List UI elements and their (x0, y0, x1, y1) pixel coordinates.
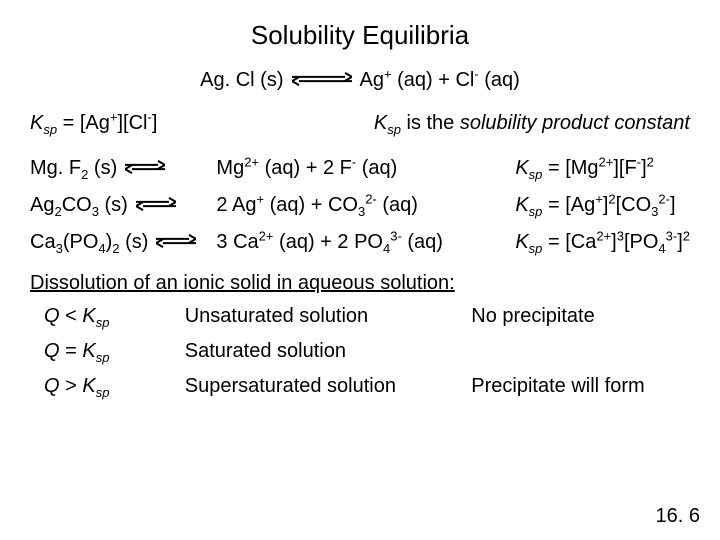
equation-left: Ca3(PO4)2 (s) (30, 231, 204, 254)
equation-ksp: Ksp = [Mg2+][F-]2 (515, 157, 690, 180)
page-number: 16. 6 (656, 505, 700, 528)
equation-list: Mg. F2 (s) Mg2+ (aq) + 2 F- (aq) Ksp = [M… (30, 157, 690, 254)
ksp-description: Ksp is the solubility product constant (374, 112, 690, 135)
q-state: Saturated solution (185, 340, 442, 363)
q-condition: Q > Ksp (44, 375, 155, 398)
q-result: No precipitate (471, 305, 690, 328)
ksp-expression: Ksp = [Ag+][Cl-] (30, 112, 157, 135)
q-result: Precipitate will form (471, 375, 690, 398)
q-state: Unsaturated solution (185, 305, 442, 328)
dissolution-heading: Dissolution of an ionic solid in aqueous… (30, 272, 690, 295)
equation-products: Mg2+ (aq) + 2 F- (aq) (216, 157, 503, 180)
equation-ksp: Ksp = [Ca2+]3[PO43-]2 (515, 231, 690, 254)
q-condition: Q = Ksp (44, 340, 155, 363)
equilibrium-arrow-icon (136, 194, 176, 217)
main-equation: Ag. Cl (s) Ag+ (aq) + Cl- (aq) (30, 69, 690, 92)
main-eq-left: Ag. Cl (s) (200, 69, 283, 92)
ksp-definition-row: Ksp = [Ag+][Cl-] Ksp is the solubility p… (30, 112, 690, 135)
equation-ksp: Ksp = [Ag+]2[CO32-] (515, 194, 690, 217)
q-state: Supersaturated solution (185, 375, 442, 398)
q-condition: Q < Ksp (44, 305, 155, 328)
equilibrium-arrow-icon (156, 231, 196, 254)
equation-products: 3 Ca2+ (aq) + 2 PO43- (aq) (216, 231, 503, 254)
equation-left: Mg. F2 (s) (30, 157, 204, 180)
page-title: Solubility Equilibria (30, 20, 690, 51)
saturation-table: Q < Ksp Unsaturated solution No precipitat… (44, 305, 690, 398)
equation-left: Ag2CO3 (s) (30, 194, 204, 217)
equilibrium-arrow-icon (125, 157, 165, 180)
equation-products: 2 Ag+ (aq) + CO32- (aq) (216, 194, 503, 217)
main-eq-right: Ag+ (aq) + Cl- (aq) (360, 69, 520, 92)
equilibrium-arrow-icon (292, 69, 352, 92)
